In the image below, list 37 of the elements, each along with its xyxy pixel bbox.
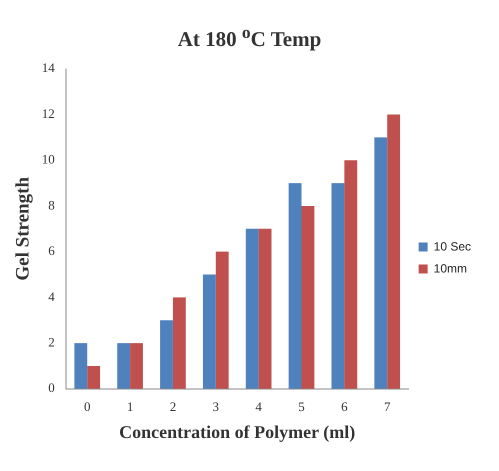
legend-label: 10mm: [434, 261, 467, 276]
y-tick-label: 6: [48, 243, 56, 258]
bar: [130, 343, 143, 389]
y-tick-label: 12: [42, 106, 55, 121]
y-tick-label: 0: [48, 380, 55, 396]
bar: [160, 320, 173, 389]
y-tick-label: 4: [48, 288, 56, 304]
bar: [216, 252, 229, 389]
y-tick-label: 14: [42, 60, 56, 76]
bar: [288, 183, 302, 389]
x-tick-label: 4: [255, 399, 262, 414]
bar: [74, 343, 88, 389]
bar: [87, 366, 100, 389]
bar: [117, 343, 130, 389]
bar: [202, 274, 216, 389]
x-axis-title: Concentration of Polymer (ml): [119, 422, 356, 442]
bar: [172, 297, 186, 389]
bar: [302, 206, 314, 389]
x-tick-label: 0: [84, 399, 90, 414]
y-axis-title: Gel Strength: [12, 176, 34, 281]
bar: [344, 160, 358, 389]
x-tick-label: 6: [341, 399, 348, 414]
bar: [387, 114, 400, 389]
y-tick-label: 10: [42, 152, 55, 167]
bar: [246, 228, 259, 389]
bar: [332, 183, 344, 389]
x-tick-label: 3: [212, 399, 220, 414]
x-tick-label: 2: [170, 399, 176, 414]
chart-title: At 180 $^{o}$C Temp: [176, 21, 322, 53]
bar: [374, 137, 388, 389]
x-tick-label: 1: [126, 399, 134, 414]
x-tick-label: 7: [384, 399, 391, 414]
legend-label: 10 Sec: [434, 239, 471, 254]
x-tick-label: 5: [298, 399, 305, 414]
bar: [258, 228, 272, 389]
y-tick-label: 8: [48, 197, 55, 212]
y-tick-label: 2: [48, 334, 55, 350]
